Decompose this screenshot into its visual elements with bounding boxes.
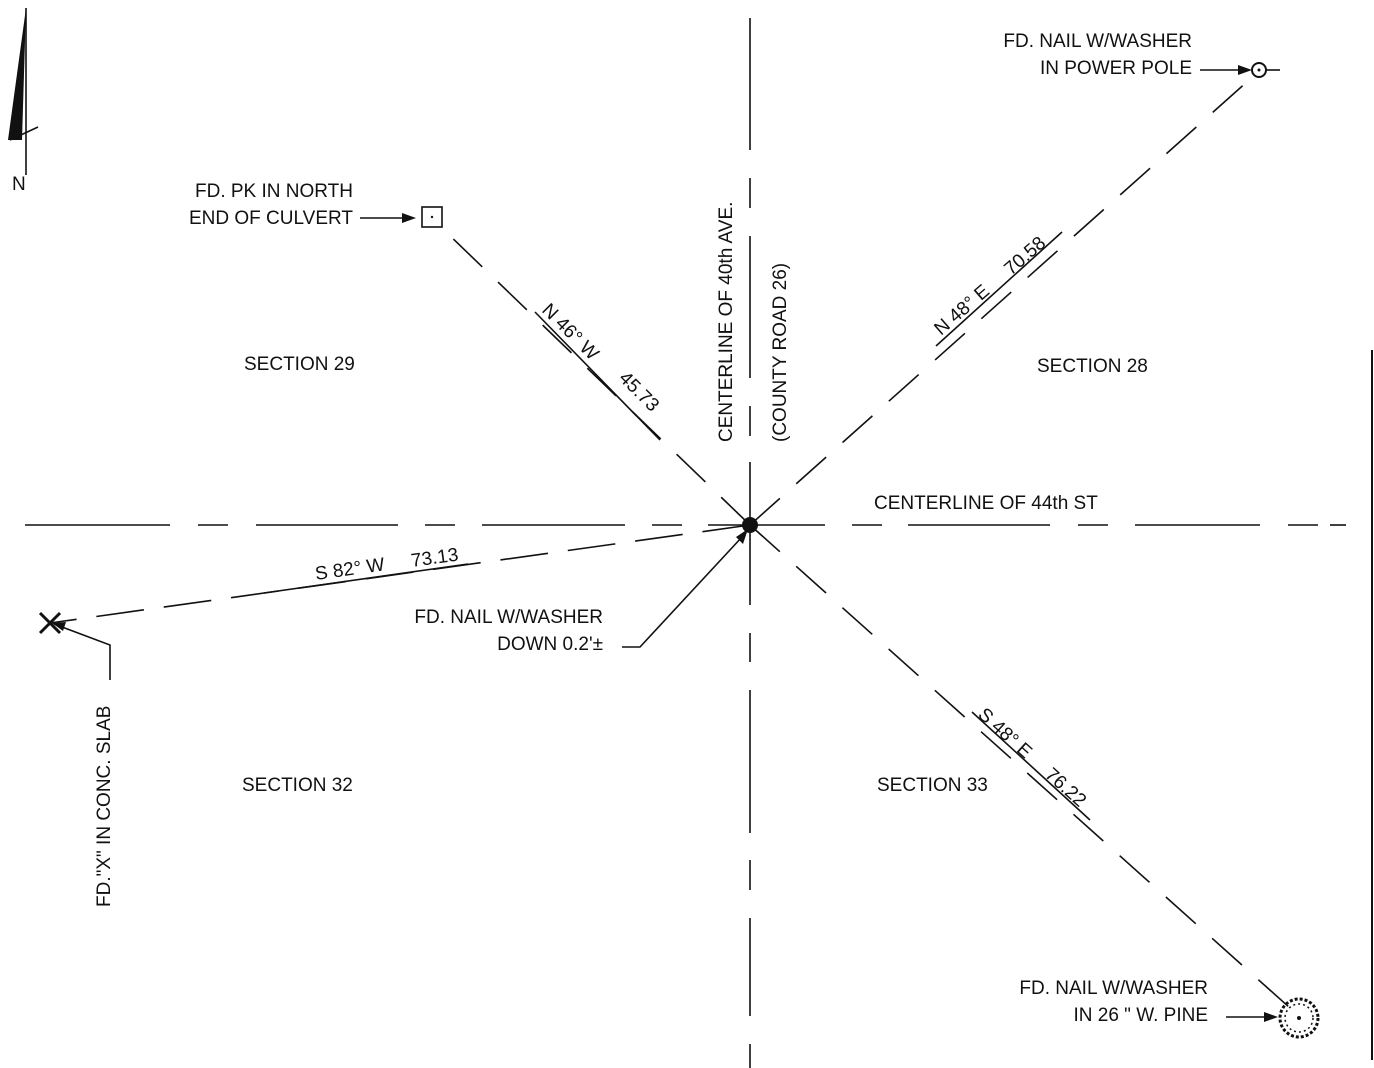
- tie-nw-distance: 45.73: [614, 368, 662, 416]
- bearing-underline-ne: [935, 231, 1063, 347]
- monument-sw-label: FD."X" IN CONC. SLAB: [94, 706, 115, 907]
- north-arrow-icon: [8, 8, 39, 175]
- tie-sw-distance: 73.13: [410, 545, 460, 572]
- bearing-underline-sw: [263, 563, 469, 594]
- tie-line-nw: [443, 229, 751, 526]
- monument-se-line2: IN 26 " W. PINE: [1073, 1005, 1208, 1026]
- square-marker-icon: [421, 206, 443, 228]
- road-44th-st-label: CENTERLINE OF 44th ST: [874, 493, 1098, 514]
- section-28-label: SECTION 28: [1037, 356, 1148, 377]
- arrow-se-icon: [1264, 1012, 1278, 1022]
- monument-nw-line2: END OF CULVERT: [189, 208, 353, 229]
- bearing-underline-nw: [534, 311, 661, 441]
- arrow-center-icon: [736, 529, 748, 544]
- tie-ne-distance: 70.58: [1001, 233, 1051, 280]
- x-marker-icon: [38, 611, 62, 635]
- monument-center-line1: FD. NAIL W/WASHER: [414, 607, 603, 628]
- tie-nw-bearing: N 46° W: [537, 300, 602, 365]
- filled-dot-icon: [742, 517, 758, 533]
- tie-line-se: [749, 524, 1291, 1009]
- tree-marker-icon: [1278, 997, 1320, 1039]
- north-label: N: [12, 174, 26, 195]
- monument-ne-line2: IN POWER POLE: [1040, 58, 1192, 79]
- road-40th-ave-label: CENTERLINE OF 40th AVE.: [716, 202, 737, 442]
- section-33-label: SECTION 33: [877, 775, 988, 796]
- section-29-label: SECTION 29: [244, 354, 355, 375]
- monument-center-line2: DOWN 0.2'±: [497, 634, 603, 655]
- section-32-label: SECTION 32: [242, 775, 353, 796]
- tie-ne-bearing: N 48° E: [931, 281, 994, 340]
- monument-nw-line1: FD. PK IN NORTH: [195, 181, 353, 202]
- leader-sw: [53, 623, 111, 680]
- arrow-ne-icon: [1238, 65, 1252, 75]
- arrow-sw-icon: [52, 622, 66, 631]
- tie-line-ne: [749, 71, 1259, 526]
- monument-se-line1: FD. NAIL W/WASHER: [1019, 978, 1208, 999]
- tie-se-distance: 76.22: [1041, 764, 1090, 811]
- arrow-nw-icon: [402, 213, 416, 223]
- road-county-26-label: (COUNTY ROAD 26): [770, 263, 791, 442]
- leader-center: [622, 536, 743, 648]
- monument-ne-line1: FD. NAIL W/WASHER: [1003, 31, 1192, 52]
- bearing-underline-se: [971, 711, 1091, 821]
